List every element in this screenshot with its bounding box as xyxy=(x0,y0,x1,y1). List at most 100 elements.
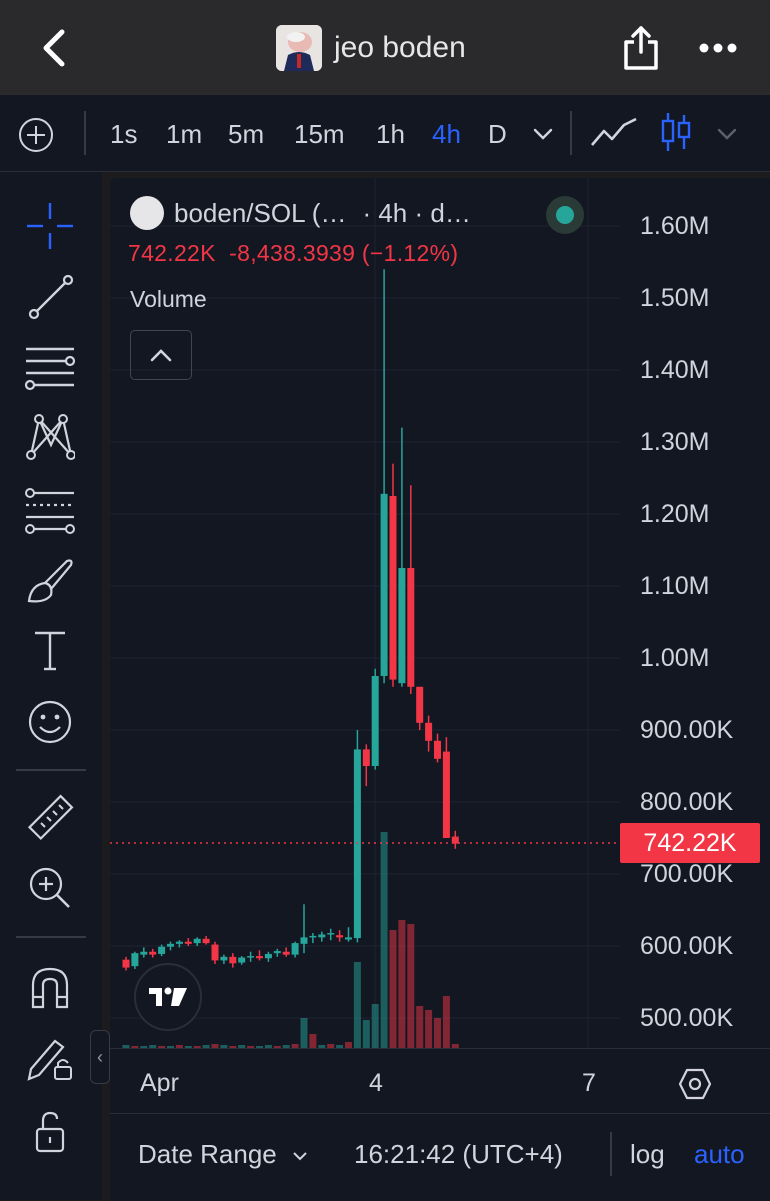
chevron-down-icon[interactable] xyxy=(716,127,738,141)
volume-bar xyxy=(389,930,397,1048)
measure-tool[interactable] xyxy=(20,788,80,848)
candles-chart-icon[interactable] xyxy=(660,111,692,153)
volume-bar xyxy=(300,1018,308,1048)
app-header: jeo boden xyxy=(0,0,770,95)
magnet-tool[interactable] xyxy=(20,958,80,1018)
chevron-up-icon xyxy=(150,349,172,362)
settings-hexagon-icon[interactable] xyxy=(678,1067,712,1101)
volume-bar xyxy=(131,1046,139,1048)
line-chart-icon[interactable] xyxy=(590,117,638,149)
interval-1h[interactable]: 1h xyxy=(376,119,405,149)
volume-bar xyxy=(256,1046,263,1048)
price-axis-label: 1.10M xyxy=(640,572,710,600)
legend-symbol[interactable]: boden/SOL (… · 4h · d… xyxy=(130,196,471,230)
ruler-icon xyxy=(27,794,74,841)
lock-drawings-tool[interactable] xyxy=(20,1028,80,1088)
candle-body xyxy=(416,686,424,723)
candle-body xyxy=(256,956,263,959)
interval-15m[interactable]: 15m xyxy=(294,119,345,149)
volume-bar xyxy=(238,1045,246,1048)
pencil-lock-icon xyxy=(27,1039,72,1081)
volume-bar xyxy=(211,1044,219,1048)
volume-bar xyxy=(167,1046,174,1048)
emoji-tool[interactable] xyxy=(20,692,80,752)
clock-timezone[interactable]: 16:21:42 (UTC+4) xyxy=(354,1139,563,1169)
time-axis[interactable]: Apr 4 7 xyxy=(110,1048,770,1113)
volume-bar xyxy=(229,1046,237,1048)
price-axis-label: 800.00K xyxy=(640,788,734,816)
text-icon xyxy=(35,631,65,671)
price-axis-label: 1.00M xyxy=(640,644,710,672)
candle-body xyxy=(238,957,246,963)
volume-bar xyxy=(451,1044,459,1048)
volume-bar xyxy=(282,1045,290,1048)
toolbar-divider xyxy=(84,111,86,155)
avatar-image xyxy=(276,25,322,71)
candle-body xyxy=(131,953,139,967)
chevron-down-icon[interactable] xyxy=(532,127,554,141)
log-scale-toggle[interactable]: log xyxy=(630,1139,665,1169)
chart-pane[interactable]: boden/SOL (… · 4h · d… 742.22K -8,438.39… xyxy=(110,178,770,1113)
volume-bar xyxy=(175,1045,183,1048)
price-chart[interactable] xyxy=(110,178,770,1048)
brush-tool[interactable] xyxy=(20,550,80,610)
fib-tool[interactable] xyxy=(20,480,80,540)
price-axis-label: 700.00K xyxy=(640,860,734,888)
price-axis-label: 1.40M xyxy=(640,356,710,384)
time-axis-label: Apr xyxy=(140,1069,179,1097)
page-title: jeo boden xyxy=(334,31,466,64)
volume-bar xyxy=(407,924,415,1048)
interval-D[interactable]: D xyxy=(488,119,507,149)
add-symbol-button[interactable] xyxy=(18,117,54,153)
candle-body xyxy=(175,941,183,944)
zoom-tool[interactable] xyxy=(20,858,80,918)
pattern-tool[interactable] xyxy=(20,406,80,466)
crosshair-tool[interactable] xyxy=(20,196,80,256)
candle-body xyxy=(149,951,157,955)
price-axis-label: 1.50M xyxy=(640,284,710,312)
volume-bar xyxy=(122,1045,130,1048)
share-button[interactable] xyxy=(620,24,662,72)
fib-retracement-icon xyxy=(25,488,75,534)
candle-body xyxy=(451,836,459,844)
volume-bar xyxy=(371,1004,379,1048)
trend-line-tool[interactable] xyxy=(20,266,80,326)
volume-label[interactable]: Volume xyxy=(130,286,207,312)
candle-body xyxy=(247,956,255,958)
chart-toolbar: 1s 1m 5m 15m 1h 4h D xyxy=(0,95,770,172)
horizontal-lines-tool[interactable] xyxy=(20,336,80,396)
volume-bar xyxy=(247,1046,255,1048)
auto-scale-toggle[interactable]: auto xyxy=(694,1139,745,1169)
header-title-group[interactable]: jeo boden xyxy=(276,25,466,71)
volume-bar xyxy=(220,1045,228,1048)
candle-body xyxy=(309,935,317,938)
candle-body xyxy=(442,751,450,838)
unlock-tool[interactable] xyxy=(20,1100,80,1160)
tradingview-logo[interactable] xyxy=(134,963,202,1031)
symbol-meta: · 4h · d… xyxy=(362,197,471,228)
volume-bar xyxy=(318,1045,326,1048)
legend-ohlc: 742.22K -8,438.3939 (−1.12%) xyxy=(128,240,459,266)
market-status-indicator[interactable] xyxy=(546,196,584,234)
volume-bar xyxy=(425,1010,433,1048)
interval-1s[interactable]: 1s xyxy=(110,119,138,149)
collapse-legend-button[interactable] xyxy=(130,330,192,380)
collapse-toolbar-button[interactable]: ‹ xyxy=(90,1030,110,1084)
interval-1m[interactable]: 1m xyxy=(166,119,203,149)
text-tool[interactable] xyxy=(20,620,80,680)
date-range-button[interactable]: Date Range xyxy=(138,1139,308,1170)
price-axis-label: 900.00K xyxy=(640,716,734,744)
volume-bar xyxy=(184,1046,192,1048)
chart-footer: Date Range 16:21:42 (UTC+4) log auto xyxy=(110,1113,770,1201)
tradingview-logo-icon xyxy=(149,987,187,1006)
more-button[interactable] xyxy=(698,40,738,56)
candle-body xyxy=(158,946,166,954)
candle-body xyxy=(389,496,397,680)
candle-body xyxy=(264,953,272,959)
back-button[interactable] xyxy=(36,28,72,68)
candle-body xyxy=(434,740,441,759)
volume-bar xyxy=(291,1044,299,1048)
interval-5m[interactable]: 5m xyxy=(228,119,265,149)
candle-body xyxy=(380,493,388,676)
interval-4h[interactable]: 4h xyxy=(432,119,461,149)
